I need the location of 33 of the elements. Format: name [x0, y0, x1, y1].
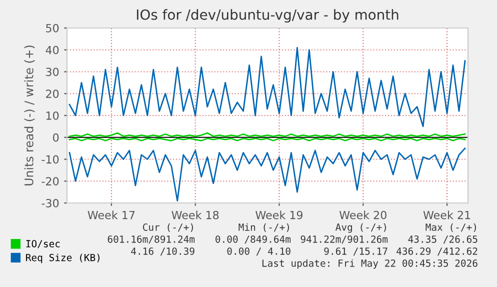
text: Max (-/+)	[426, 223, 476, 232]
y-tick-label: 10	[46, 111, 59, 120]
text: 436.29 /412.62	[396, 247, 478, 256]
chart-title: IOs for /dev/ubuntu-vg/var - by month	[136, 9, 398, 23]
x-tick-label: Week 20	[339, 210, 386, 220]
text: 4.16 /10.39	[131, 247, 194, 256]
text: Cur (-/+)	[142, 223, 193, 232]
text: 9.61 /15.17	[324, 247, 388, 256]
legend-label: IO/sec	[26, 240, 60, 248]
text: Min (-/+)	[238, 223, 289, 232]
text: 43.35 /26.65	[408, 235, 478, 244]
text: 941.22m/901.26m	[300, 235, 388, 244]
text: 0.00 / 4.10	[227, 247, 290, 256]
x-tick-label: Week 17	[88, 210, 135, 220]
line-series	[68, 46, 466, 128]
y-tick-label: 50	[46, 24, 59, 32]
text: Avg (-/+)	[336, 223, 386, 233]
y-axis-title: Units read (-) / write (+)	[24, 46, 35, 186]
x-tick-label: Week 21	[423, 210, 470, 220]
x-tick-label: Week 19	[256, 210, 303, 220]
legend-label: Req Size (KB)	[26, 254, 100, 264]
y-tick-label: -20	[42, 177, 59, 186]
text: 601.16m/891.24m	[108, 235, 195, 244]
y-tick-label: -10	[42, 155, 59, 164]
x-tick-label: Week 18	[172, 210, 219, 220]
y-tick-label: 20	[46, 90, 59, 98]
y-tick-label: 30	[46, 68, 59, 76]
text: Last update: Fri May 22 00:45:35 2026	[262, 259, 478, 269]
line-series	[68, 148, 466, 202]
y-tick-label: 40	[46, 46, 59, 54]
y-tick-label: 0	[53, 133, 59, 142]
text: 0.00 /849.64m	[216, 235, 291, 244]
y-tick-label: -30	[42, 198, 59, 208]
